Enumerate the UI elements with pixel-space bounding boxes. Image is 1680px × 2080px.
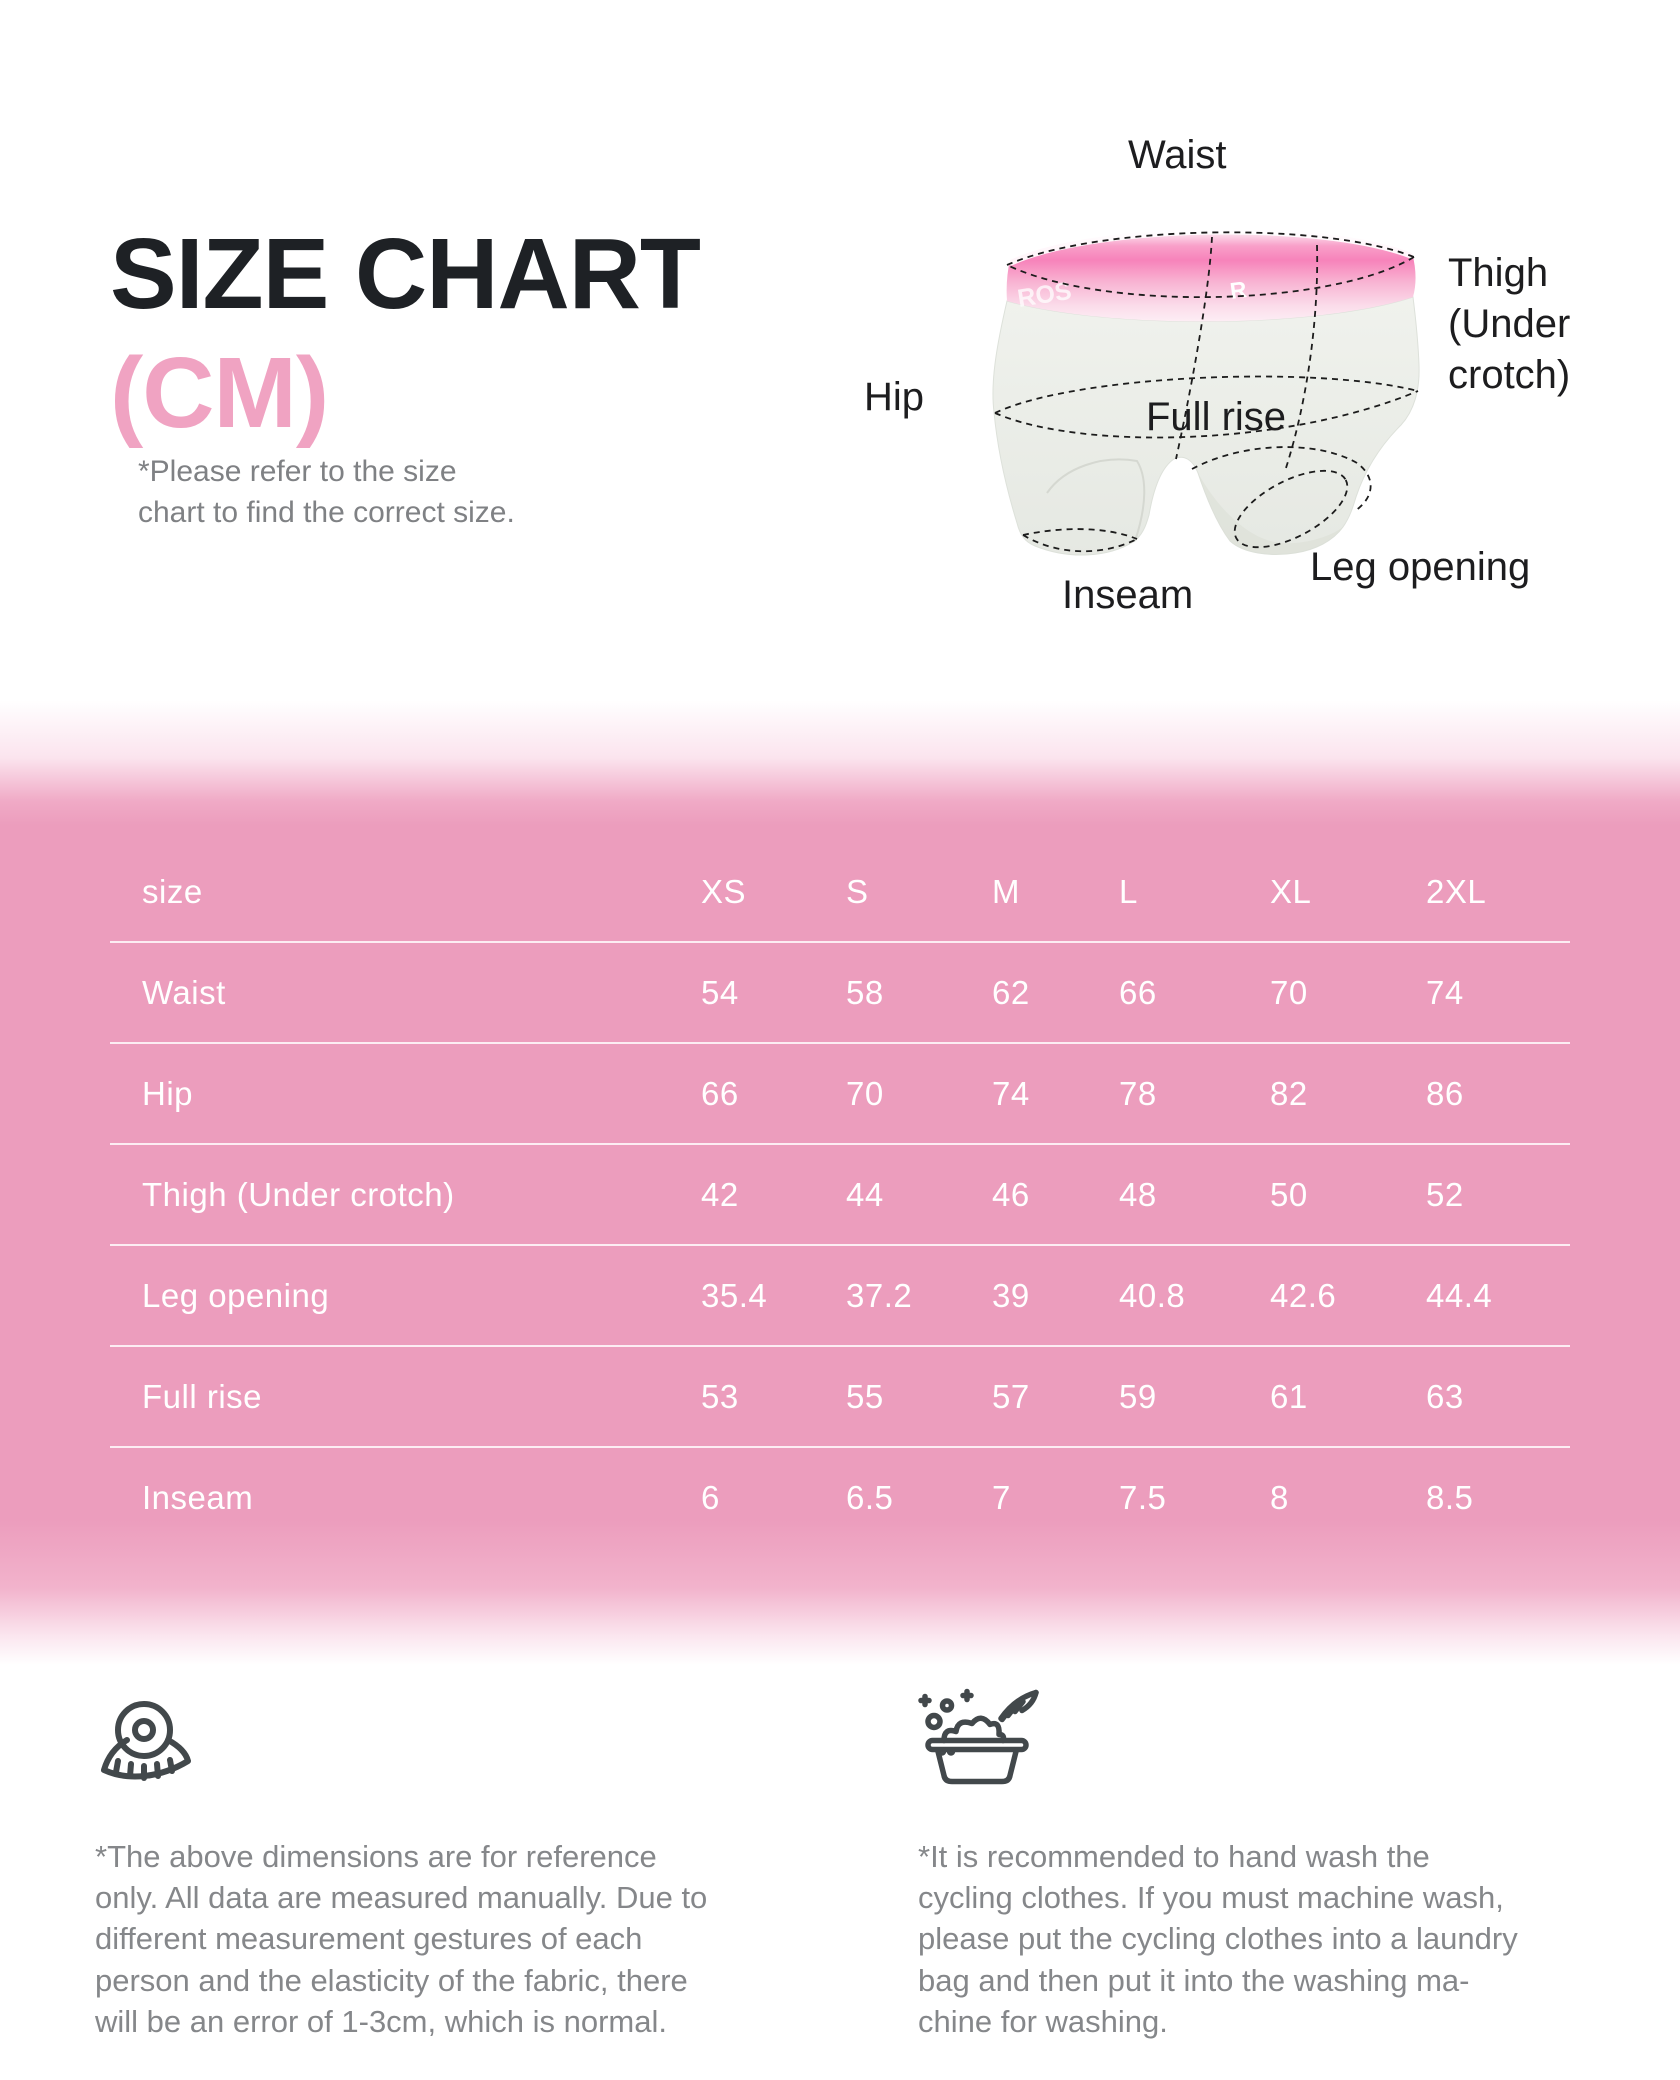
waist-measure-line-back bbox=[1006, 231, 1415, 266]
garment-shading bbox=[1198, 473, 1343, 555]
hand-wash-icon bbox=[918, 1688, 1039, 1785]
row-label: Waist bbox=[142, 973, 226, 1011]
diagram-label-full-rise: Full rise bbox=[1146, 395, 1287, 439]
diagram-label-hip: Hip bbox=[864, 375, 925, 419]
cell-value: 35.4 bbox=[701, 1276, 768, 1314]
cell-value: 78 bbox=[1119, 1074, 1157, 1112]
cell-value: 62 bbox=[992, 973, 1030, 1011]
cell-value: 42.6 bbox=[1270, 1276, 1337, 1314]
diagram-label-inseam: Inseam bbox=[1062, 573, 1194, 617]
diagram-label-waist: Waist bbox=[1128, 133, 1227, 177]
measurement-disclaimer: *The above dimensions are for reference … bbox=[95, 1839, 708, 2039]
diagram-label-thigh: Thigh (Under crotch) bbox=[1448, 251, 1571, 398]
table-row-leg-opening: Leg opening 35.4 37.2 39 40.8 42.6 44.4 bbox=[110, 1246, 1570, 1347]
waistband bbox=[1006, 228, 1416, 322]
cell-value: 52 bbox=[1426, 1175, 1464, 1213]
leg-opening-measure-left-bottom bbox=[1022, 534, 1138, 553]
cell-value: 55 bbox=[846, 1377, 884, 1415]
column-header-2xl: 2XL bbox=[1426, 872, 1487, 910]
cell-value: 58 bbox=[846, 973, 884, 1011]
cell-value: 63 bbox=[1426, 1377, 1464, 1415]
table-row-inseam: Inseam 6 6.5 7 7.5 8 8.5 bbox=[110, 1448, 1570, 1547]
row-label: Thigh (Under crotch) bbox=[142, 1175, 455, 1213]
cell-value: 6 bbox=[701, 1478, 720, 1516]
cell-value: 40.8 bbox=[1119, 1276, 1186, 1314]
cell-value: 70 bbox=[1270, 973, 1308, 1011]
cell-value: 82 bbox=[1270, 1074, 1308, 1112]
leg-opening-measure-right bbox=[1233, 469, 1349, 549]
diagram-label-leg-opening: Leg opening bbox=[1310, 545, 1531, 589]
cell-value: 66 bbox=[701, 1074, 739, 1112]
washing-instructions: *It is recommended to hand wash the cycl… bbox=[918, 1839, 1518, 2039]
page-title: SIZE CHART (CM) bbox=[110, 96, 701, 572]
cell-value: 39 bbox=[992, 1276, 1030, 1314]
cell-value: 7.5 bbox=[1119, 1478, 1167, 1516]
column-header-l: L bbox=[1119, 872, 1138, 910]
row-label: Full rise bbox=[142, 1377, 263, 1415]
column-header-m: M bbox=[992, 872, 1020, 910]
cell-value: 6.5 bbox=[846, 1478, 894, 1516]
cell-value: 86 bbox=[1426, 1074, 1464, 1112]
cell-value: 7 bbox=[992, 1478, 1011, 1516]
cell-value: 42 bbox=[701, 1175, 739, 1213]
table-header-row: size XS S M L XL 2XL bbox=[110, 842, 1570, 943]
cell-value: 57 bbox=[992, 1377, 1030, 1415]
size-table-section: size XS S M L XL 2XL Waist 54 58 62 66 7… bbox=[0, 700, 1680, 1665]
waistband-logo: R bbox=[1228, 276, 1248, 304]
column-header-xs: XS bbox=[701, 872, 747, 910]
cell-value: 8 bbox=[1270, 1478, 1289, 1516]
cell-value: 50 bbox=[1270, 1175, 1308, 1213]
cell-value: 44.4 bbox=[1426, 1276, 1493, 1314]
tape-measure-icon bbox=[101, 1701, 191, 1781]
full-rise-measure-line bbox=[1175, 236, 1213, 460]
table-row-full-rise: Full rise 53 55 57 59 61 63 bbox=[110, 1347, 1570, 1448]
cell-value: 61 bbox=[1270, 1377, 1308, 1415]
cell-value: 37.2 bbox=[846, 1276, 913, 1314]
cell-value: 53 bbox=[701, 1377, 739, 1415]
cell-value: 48 bbox=[1119, 1175, 1157, 1213]
size-chart-note: *Please refer to the size chart to find … bbox=[138, 455, 515, 529]
thigh-measure-line bbox=[1191, 446, 1372, 512]
hip-measure-line-back bbox=[994, 375, 1419, 414]
cell-value: 59 bbox=[1119, 1377, 1157, 1415]
row-label: Hip bbox=[142, 1074, 194, 1112]
table-row-waist: Waist 54 58 62 66 70 74 bbox=[110, 943, 1570, 1044]
waistband-top-rim bbox=[1006, 225, 1416, 266]
table-row-hip: Hip 66 70 74 78 82 86 bbox=[110, 1044, 1570, 1145]
cell-value: 70 bbox=[846, 1074, 884, 1112]
row-label: Leg opening bbox=[142, 1276, 330, 1314]
page-title-main: SIZE CHART bbox=[110, 218, 701, 330]
column-header-xl: XL bbox=[1270, 872, 1312, 910]
product-illustration: ROS R bbox=[992, 225, 1420, 556]
size-table: size XS S M L XL 2XL Waist 54 58 62 66 7… bbox=[110, 842, 1570, 1547]
page-title-unit: (CM) bbox=[110, 337, 329, 449]
waist-measure-line-front bbox=[1006, 256, 1415, 299]
cell-value: 74 bbox=[1426, 973, 1464, 1011]
row-label: Inseam bbox=[142, 1478, 254, 1516]
cell-value: 54 bbox=[701, 973, 739, 1011]
pad-seam bbox=[1046, 458, 1146, 542]
leg-opening-measure-left-top bbox=[1022, 528, 1138, 540]
table-row-thigh: Thigh (Under crotch) 42 44 46 48 50 52 bbox=[110, 1145, 1570, 1246]
cell-value: 8.5 bbox=[1426, 1478, 1474, 1516]
table-header-size: size bbox=[142, 872, 203, 910]
column-header-s: S bbox=[846, 872, 869, 910]
cell-value: 44 bbox=[846, 1175, 884, 1213]
cell-value: 46 bbox=[992, 1175, 1030, 1213]
cell-value: 74 bbox=[992, 1074, 1030, 1112]
cell-value: 66 bbox=[1119, 973, 1157, 1011]
